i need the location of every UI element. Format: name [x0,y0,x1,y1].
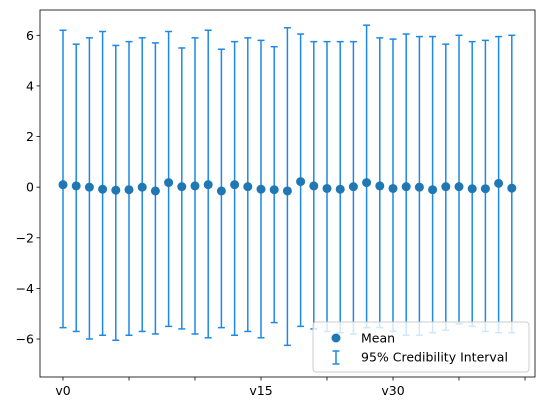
errorbar-16 [270,45,278,324]
mean-point-14 [243,182,253,192]
y-tick-label-2: −2 [16,230,34,245]
mean-point-13 [230,180,240,190]
legend-ci-label: 95% Credibility Interval [361,350,508,365]
x-tick-label-0: v0 [55,383,70,398]
mean-point-17 [282,186,292,196]
errorbar-3 [99,30,107,336]
mean-point-22 [348,182,358,192]
legend-frame [312,321,530,373]
mean-point-18 [296,177,306,187]
mean-point-23 [362,178,372,188]
y-axis: −6 −4 −2 0 2 4 6 [16,28,40,347]
legend-mean-marker [331,333,341,343]
mean-point-16 [269,185,279,195]
y-tick-label-0: −6 [16,332,34,347]
mean-point-30 [454,182,464,192]
mean-point-32 [480,184,490,194]
mean-point-4 [111,185,121,195]
x-axis: v0 v15 v30 [55,377,526,398]
mean-point-2 [84,182,94,192]
mean-point-11 [203,180,213,190]
mean-points-layer [58,177,517,196]
errorbar-0 [59,29,67,329]
mean-point-12 [216,186,226,196]
mean-point-1 [71,181,81,191]
mean-point-19 [309,181,319,191]
mean-point-26 [401,182,411,192]
mean-point-24 [375,181,385,191]
x-tick-label-5: v30 [381,383,404,398]
x-tick-label-3: v15 [249,383,272,398]
mean-point-3 [98,184,108,194]
mean-point-8 [164,178,174,188]
mean-point-6 [137,182,147,192]
y-tick-label-4: 2 [26,129,34,144]
mean-point-7 [150,186,160,196]
legend: Mean 95% Credibility Interval [312,321,530,373]
mean-point-15 [256,184,266,194]
mean-point-33 [494,178,504,188]
y-tick-label-6: 6 [26,28,34,43]
mean-point-25 [388,183,398,193]
legend-mean-label: Mean [361,331,395,346]
y-tick-label-3: 0 [26,180,34,195]
y-tick-label-1: −4 [16,281,34,296]
mean-point-10 [190,181,200,191]
mean-point-9 [177,182,187,192]
mean-point-31 [467,184,477,194]
mean-point-28 [428,185,438,195]
mean-point-0 [58,180,68,190]
mean-point-21 [335,184,345,194]
legend-errorbar-marker [332,350,340,365]
y-tick-label-5: 4 [26,78,34,93]
mean-point-20 [322,183,332,193]
mean-point-5 [124,185,134,195]
mean-point-27 [414,182,424,192]
mean-point-29 [441,182,451,192]
mean-point-34 [507,183,517,193]
